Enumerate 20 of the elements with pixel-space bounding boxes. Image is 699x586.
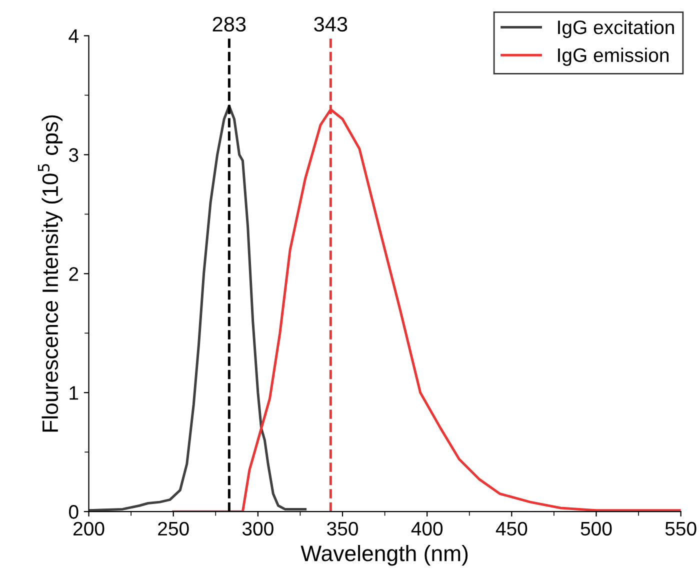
x-tick-label: 200 <box>74 522 104 536</box>
y-tick-label: 4 <box>68 29 78 43</box>
x-tick-label: 300 <box>242 522 274 536</box>
x-tick-label: 550 <box>665 522 696 536</box>
y-tick-label: 3 <box>68 148 78 162</box>
x-tick-label: 350 <box>327 522 358 536</box>
line-series <box>88 104 307 512</box>
y-axis-title: Flourescence Intensity (10$^{5}$ cps) <box>38 115 62 432</box>
x-tick-label: 250 <box>158 522 189 536</box>
legend-label: IgG excitation <box>558 20 674 38</box>
x-axis-title: Wavelength (nm) <box>300 544 468 566</box>
y-tick-label: 1 <box>70 386 78 400</box>
ref-line-label: 343 <box>314 16 348 32</box>
y-tick-label: 2 <box>69 267 78 281</box>
y-tick-label: 0 <box>68 505 78 519</box>
legend-label: IgG emission <box>558 48 668 66</box>
x-tick-label: 400 <box>411 522 443 536</box>
ref-line-label: 283 <box>212 16 246 32</box>
x-tick-label: 450 <box>496 522 528 536</box>
x-tick-label: 500 <box>580 522 612 536</box>
